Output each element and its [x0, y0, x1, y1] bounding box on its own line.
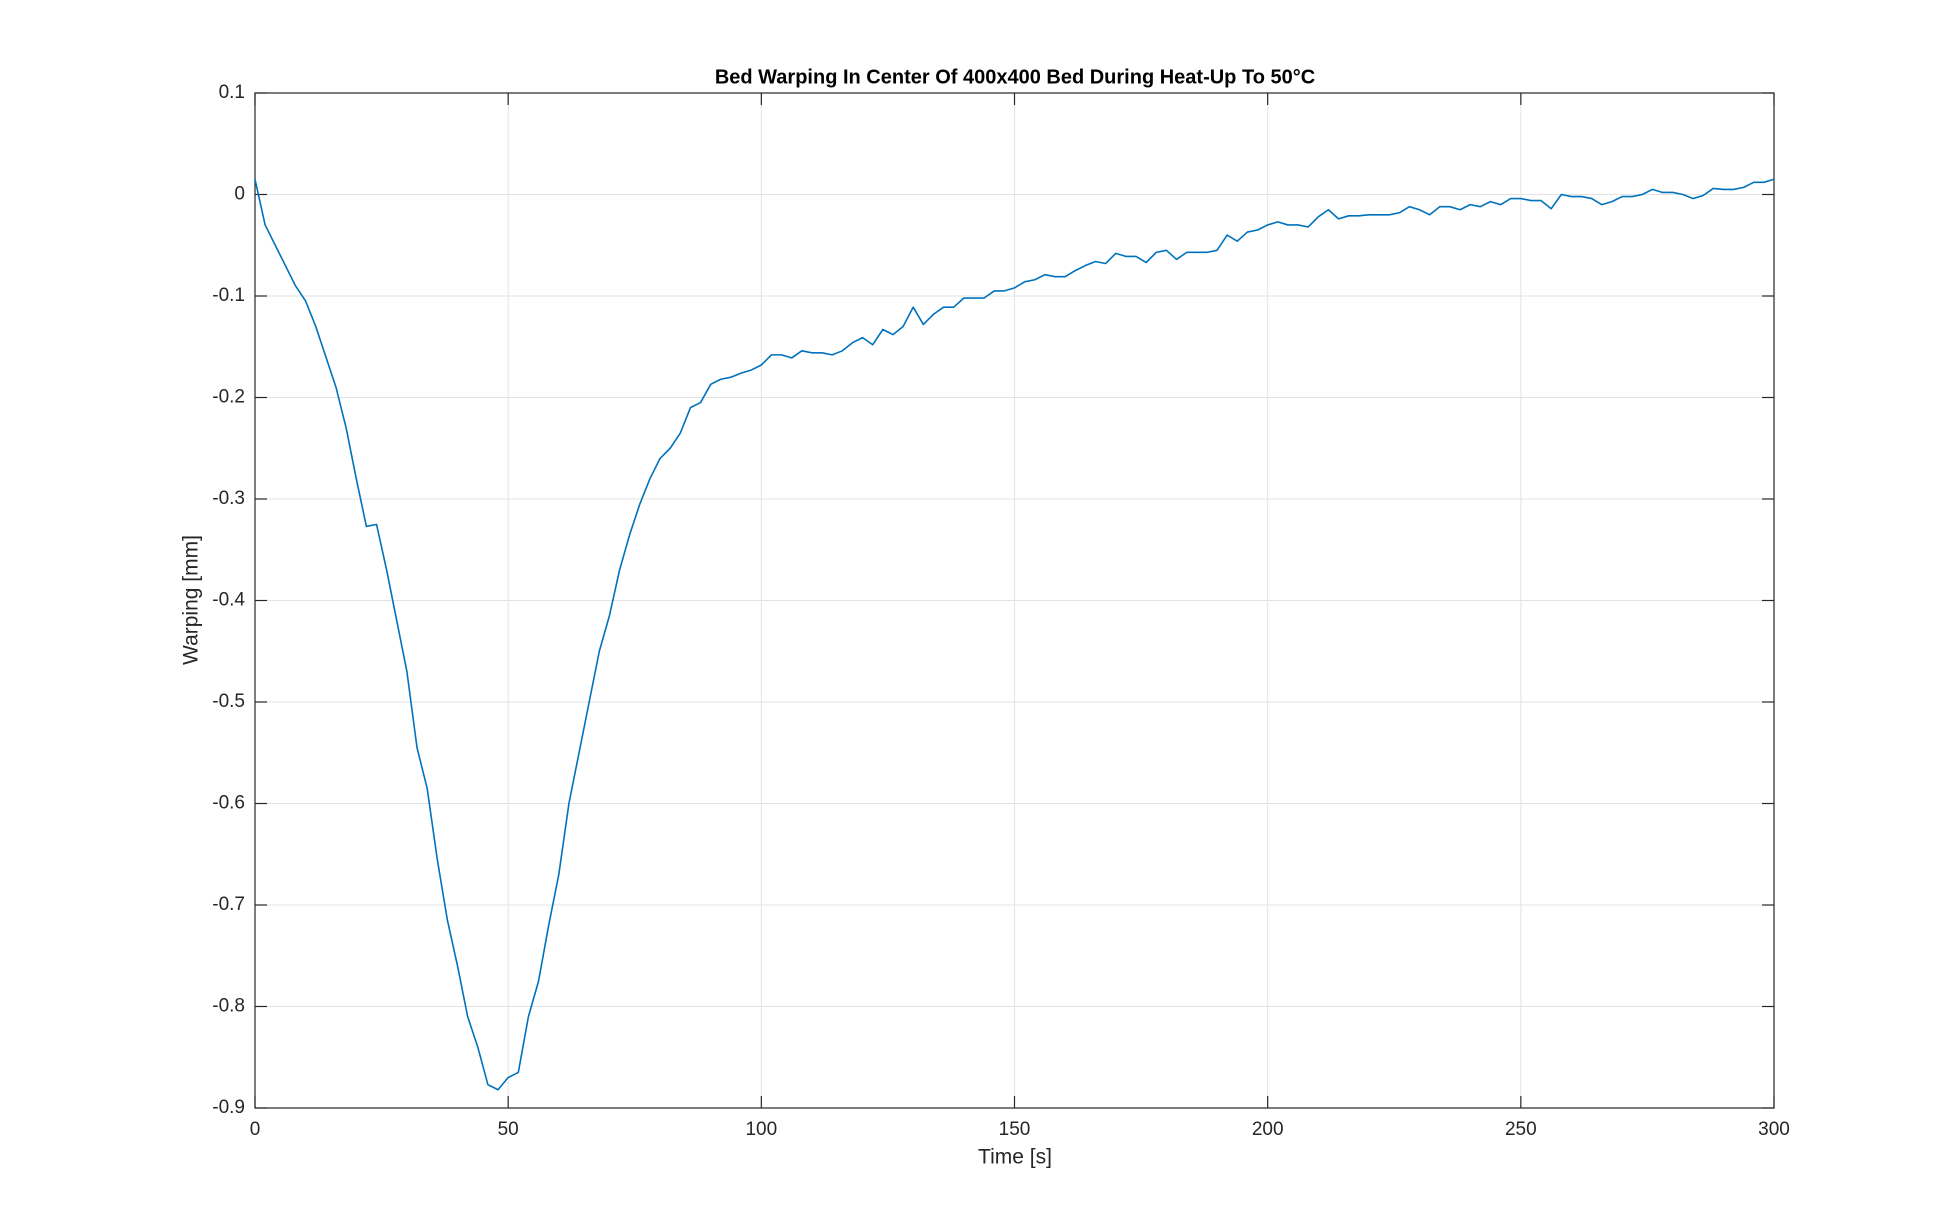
y-tick-label: -0.2: [212, 387, 245, 408]
y-tick-label: -0.3: [212, 488, 245, 509]
y-tick-label: -0.6: [212, 793, 245, 814]
y-tick-label: -0.7: [212, 894, 245, 915]
y-axis-label: Warping [mm]: [180, 535, 203, 665]
y-tick-label: -0.1: [212, 285, 245, 306]
x-tick-label: 300: [1758, 1119, 1790, 1140]
y-tick-label: -0.4: [212, 590, 245, 611]
x-tick-label: 0: [250, 1119, 261, 1140]
chart-title: Bed Warping In Center Of 400x400 Bed Dur…: [715, 66, 1315, 88]
plot-frame: [254, 92, 1775, 1109]
y-tick-label: -0.8: [212, 996, 245, 1017]
x-tick-label: 200: [1252, 1119, 1284, 1140]
x-tick-label: 250: [1505, 1119, 1537, 1140]
y-tick-label: 0.1: [219, 82, 245, 103]
data-line: [254, 178, 1775, 1091]
x-axis-label: Time [s]: [978, 1146, 1052, 1169]
y-tick-label: -0.5: [212, 691, 245, 712]
y-tick-label: 0: [234, 184, 245, 205]
x-tick-label: 100: [745, 1119, 777, 1140]
x-tick-label: 150: [999, 1119, 1031, 1140]
y-tick-label: -0.9: [212, 1097, 245, 1118]
x-tick-label: 50: [498, 1119, 519, 1140]
